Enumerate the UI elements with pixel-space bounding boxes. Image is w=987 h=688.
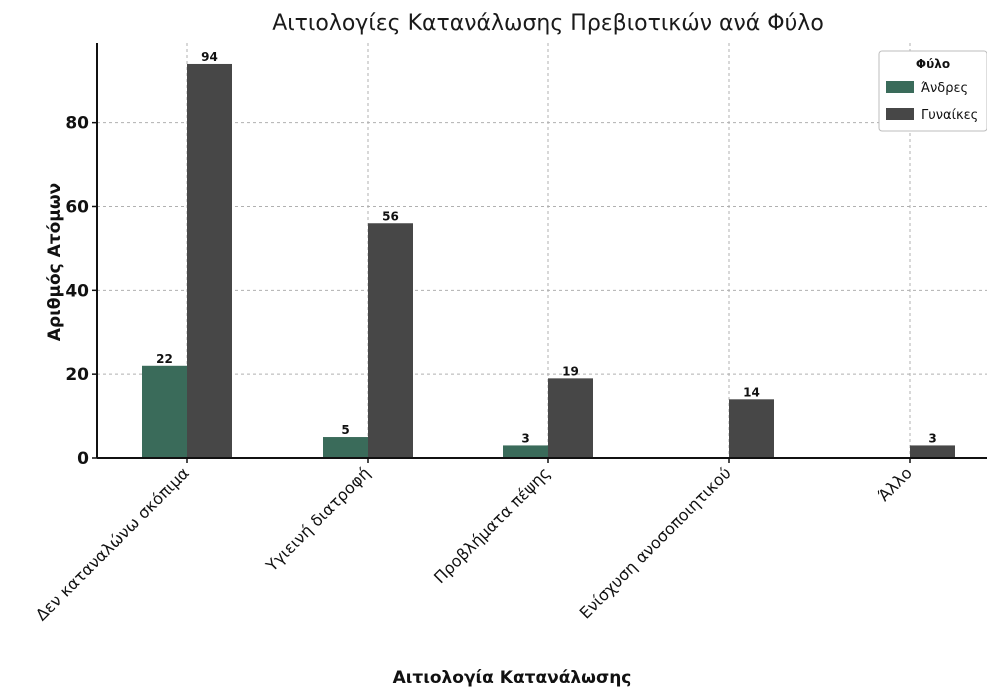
x-tick-labels: Δεν καταναλώνω σκόπιμα Υγιεινή διατροφή Πρ… bbox=[32, 458, 916, 624]
y-axis-label: Αριθμός Ατόμων bbox=[45, 183, 65, 341]
bar-women-2 bbox=[548, 378, 593, 458]
bars bbox=[142, 63, 955, 458]
x-tick-label: Προβλήματα πέψης bbox=[430, 463, 554, 587]
legend: Φύλο Άνδρες Γυναίκες bbox=[878, 50, 987, 132]
x-tick-label: Ενίσχυση ανοσοποιητικού bbox=[576, 463, 735, 622]
data-label: 19 bbox=[562, 364, 579, 378]
bar-women-3 bbox=[729, 399, 774, 458]
y-tick-label: 0 bbox=[77, 449, 89, 469]
gridlines bbox=[97, 43, 987, 458]
x-tick-label: Υγιεινή διατροφή bbox=[261, 463, 373, 575]
legend-label-men: Άνδρες bbox=[921, 81, 968, 96]
y-tick-label: 80 bbox=[65, 114, 89, 134]
bar-women-0 bbox=[187, 63, 232, 458]
x-axis-label: Αιτιολογία Κατανάλωσης bbox=[393, 668, 632, 688]
x-tick-label: Άλλο bbox=[874, 463, 916, 505]
data-labels: 22 5 3 94 56 19 14 3 bbox=[156, 50, 937, 445]
x-tick-label: Δεν καταναλώνω σκόπιμα bbox=[32, 463, 193, 624]
data-label: 3 bbox=[928, 431, 936, 445]
data-label: 14 bbox=[743, 385, 760, 399]
data-label: 22 bbox=[156, 352, 173, 366]
y-tick-label: 40 bbox=[65, 281, 89, 301]
bar-men-2 bbox=[503, 445, 548, 458]
bar-women-1 bbox=[368, 223, 413, 458]
chart-title: Αιτιολογίες Κατανάλωσης Πρεβιοτικών ανά … bbox=[272, 11, 824, 36]
data-label: 56 bbox=[382, 209, 399, 223]
bar-men-1 bbox=[323, 437, 368, 458]
legend-swatch-women bbox=[886, 108, 914, 120]
axes bbox=[96, 43, 987, 459]
legend-title: Φύλο bbox=[916, 57, 950, 71]
y-tick-label: 60 bbox=[65, 197, 89, 217]
data-label: 5 bbox=[341, 423, 349, 437]
legend-label-women: Γυναίκες bbox=[921, 108, 978, 123]
bar-women-4 bbox=[910, 445, 955, 458]
legend-swatch-men bbox=[886, 81, 914, 93]
data-label: 94 bbox=[201, 50, 218, 64]
y-tick-label: 20 bbox=[65, 365, 89, 385]
y-tick-labels: 0 20 40 60 80 bbox=[65, 114, 97, 469]
data-label: 3 bbox=[521, 431, 529, 445]
bar-men-0 bbox=[142, 365, 187, 458]
